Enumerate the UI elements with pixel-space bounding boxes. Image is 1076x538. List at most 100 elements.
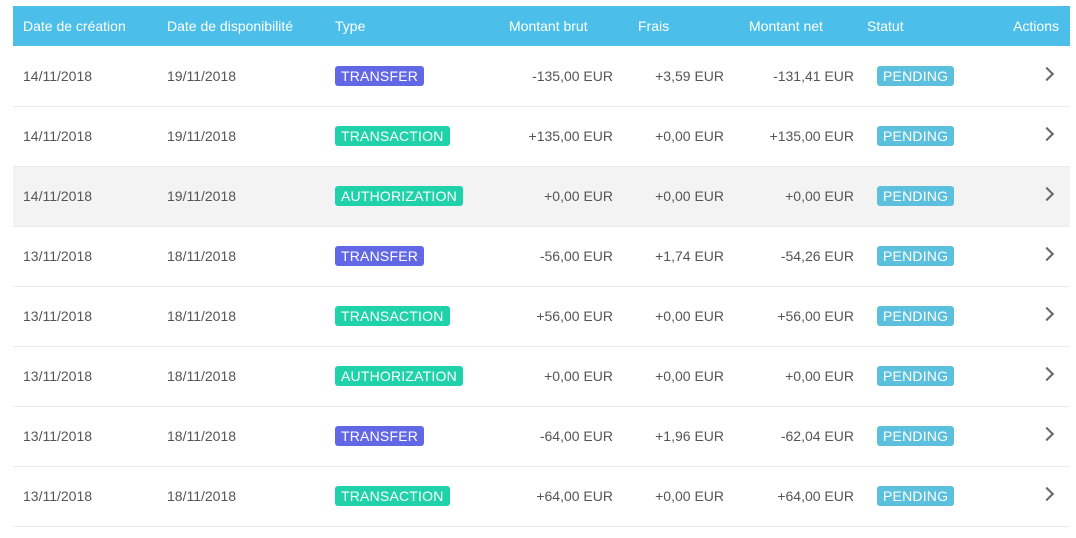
available-date-cell: 18/11/2018: [167, 308, 237, 324]
status-badge: PENDING: [877, 426, 955, 446]
fees-amount-cell: +0,00 EUR: [655, 128, 724, 144]
gross-amount-cell: +0,00 EUR: [544, 368, 613, 384]
header-row: Date de création Date de disponibilité T…: [13, 6, 1070, 46]
gross-amount-cell: +0,00 EUR: [544, 188, 613, 204]
available-date-cell: 19/11/2018: [167, 188, 237, 204]
type-badge: TRANSFER: [335, 246, 425, 266]
created-date-cell: 13/11/2018: [23, 488, 93, 504]
fees-amount-cell: +0,00 EUR: [655, 188, 724, 204]
column-header-created[interactable]: Date de création: [23, 18, 126, 34]
type-badge: AUTHORIZATION: [335, 366, 463, 386]
type-cell: TRANSACTION: [330, 106, 465, 166]
column-header-net[interactable]: Montant net: [749, 18, 823, 34]
status-badge: PENDING: [877, 246, 955, 266]
net-amount-cell: -54,26 EUR: [780, 248, 854, 264]
created-date-cell: 14/11/2018: [23, 188, 93, 204]
type-badge: TRANSACTION: [335, 486, 450, 506]
net-amount-cell: -131,41 EUR: [773, 67, 854, 84]
column-header-fees[interactable]: Frais: [638, 18, 670, 34]
net-amount-cell: -62,04 EUR: [780, 428, 854, 444]
available-date-cell: 18/11/2018: [167, 428, 237, 444]
table-row[interactable]: 13/11/2018 18/11/2018 TRANSACTION +56,00…: [13, 286, 1070, 346]
gross-amount-cell: +135,00 EUR: [528, 128, 613, 144]
actions-cell: [976, 106, 1070, 166]
chevron-right-icon[interactable]: [1039, 66, 1055, 82]
table-row[interactable]: 13/11/2018 18/11/2018 TRANSFER -64,00 EU…: [13, 406, 1070, 466]
net-amount-cell: +56,00 EUR: [777, 308, 854, 324]
chevron-right-icon[interactable]: [1039, 187, 1055, 202]
chevron-right-icon[interactable]: [1039, 307, 1055, 322]
status-cell: PENDING: [854, 46, 976, 106]
chevron-right-icon[interactable]: [1039, 367, 1055, 382]
created-date-cell: 14/11/2018: [23, 128, 93, 144]
fees-amount-cell: +3,59 EUR: [655, 67, 724, 84]
type-badge: TRANSACTION: [335, 126, 450, 146]
status-cell: PENDING: [854, 406, 976, 466]
status-badge: PENDING: [877, 306, 955, 326]
net-amount-cell: +0,00 EUR: [785, 188, 854, 204]
type-cell: AUTHORIZATION: [330, 346, 465, 406]
actions-cell: [976, 166, 1070, 226]
status-cell: PENDING: [854, 286, 976, 346]
type-cell: AUTHORIZATION: [330, 166, 465, 226]
available-date-cell: 18/11/2018: [167, 368, 237, 384]
available-date-cell: 19/11/2018: [167, 128, 237, 144]
created-date-cell: 13/11/2018: [23, 368, 93, 384]
type-badge: TRANSACTION: [335, 306, 450, 326]
type-cell: TRANSACTION: [330, 286, 465, 346]
actions-cell: [976, 226, 1070, 286]
created-date-cell: 13/11/2018: [23, 308, 93, 324]
status-badge: PENDING: [877, 486, 955, 506]
type-badge: TRANSFER: [335, 65, 425, 86]
chevron-right-icon[interactable]: [1039, 247, 1055, 262]
gross-amount-cell: +64,00 EUR: [536, 488, 613, 504]
table-row[interactable]: 14/11/2018 19/11/2018 AUTHORIZATION +0,0…: [13, 166, 1070, 226]
status-cell: PENDING: [854, 166, 976, 226]
column-header-status[interactable]: Statut: [867, 18, 904, 34]
actions-cell: [976, 346, 1070, 406]
type-cell: TRANSFER: [330, 406, 465, 466]
table-row[interactable]: 14/11/2018 19/11/2018 TRANSACTION +135,0…: [13, 106, 1070, 166]
chevron-right-icon[interactable]: [1039, 427, 1055, 442]
table-row[interactable]: 14/11/2018 19/11/2018 TRANSFER -135,00 E…: [13, 46, 1070, 106]
status-badge: PENDING: [877, 65, 955, 86]
status-cell: PENDING: [854, 466, 976, 526]
created-date-cell: 13/11/2018: [23, 428, 93, 444]
status-badge: PENDING: [877, 126, 955, 146]
actions-cell: [976, 466, 1070, 526]
table-row[interactable]: 13/11/2018 18/11/2018 TRANSACTION +64,00…: [13, 466, 1070, 526]
gross-amount-cell: -135,00 EUR: [532, 67, 613, 84]
chevron-right-icon[interactable]: [1039, 127, 1055, 142]
status-cell: PENDING: [854, 226, 976, 286]
fees-amount-cell: +1,74 EUR: [655, 248, 724, 264]
fees-amount-cell: +1,96 EUR: [655, 428, 724, 444]
column-header-type[interactable]: Type: [335, 18, 366, 34]
gross-amount-cell: -64,00 EUR: [539, 428, 613, 444]
available-date-cell: 18/11/2018: [167, 248, 237, 264]
net-amount-cell: +64,00 EUR: [777, 488, 854, 504]
table-row[interactable]: 13/11/2018 18/11/2018 TRANSFER -56,00 EU…: [13, 226, 1070, 286]
transactions-table: Date de création Date de disponibilité T…: [13, 6, 1070, 527]
fees-amount-cell: +0,00 EUR: [655, 308, 724, 324]
type-cell: TRANSACTION: [330, 466, 465, 526]
column-header-gross[interactable]: Montant brut: [509, 18, 588, 34]
table-row[interactable]: 13/11/2018 18/11/2018 AUTHORIZATION +0,0…: [13, 346, 1070, 406]
transactions-table-container: Date de création Date de disponibilité T…: [13, 6, 1070, 527]
table-header: Date de création Date de disponibilité T…: [13, 6, 1070, 46]
status-cell: PENDING: [854, 346, 976, 406]
gross-amount-cell: -56,00 EUR: [539, 248, 613, 264]
created-date-cell: 14/11/2018: [23, 67, 93, 84]
chevron-right-icon[interactable]: [1039, 487, 1055, 502]
type-cell: TRANSFER: [330, 226, 465, 286]
status-badge: PENDING: [877, 366, 955, 386]
available-date-cell: 19/11/2018: [167, 67, 237, 84]
table-body: 14/11/2018 19/11/2018 TRANSFER -135,00 E…: [13, 46, 1070, 526]
available-date-cell: 18/11/2018: [167, 488, 237, 504]
column-header-actions: Actions: [1013, 18, 1059, 34]
type-cell: TRANSFER: [330, 46, 465, 106]
column-header-available[interactable]: Date de disponibilité: [167, 18, 294, 34]
status-cell: PENDING: [854, 106, 976, 166]
created-date-cell: 13/11/2018: [23, 248, 93, 264]
fees-amount-cell: +0,00 EUR: [655, 368, 724, 384]
gross-amount-cell: +56,00 EUR: [536, 308, 613, 324]
